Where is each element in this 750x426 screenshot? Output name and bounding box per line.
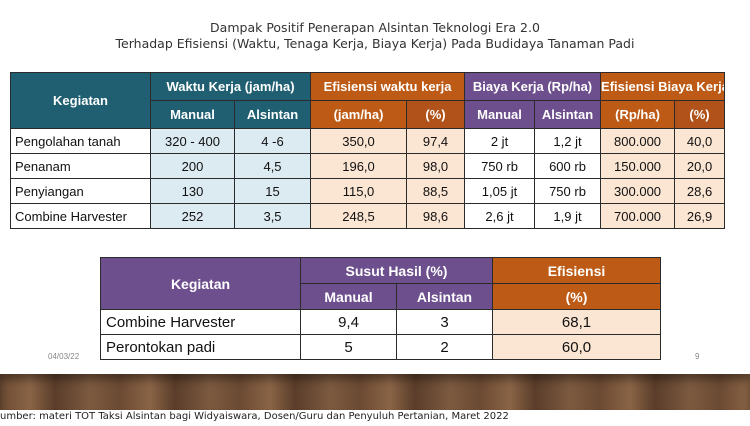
table-row: Pengolahan tanah 320 - 400 4 -6 350,0 97,4 2 … (10, 128, 726, 154)
table-cell: 130 (150, 178, 235, 204)
table-cell: 1,2 jt (534, 128, 602, 154)
table-cell: 300.000 (600, 178, 676, 204)
table-cell: 68,1 (492, 309, 661, 335)
table-row: Combine Harvester 9,4 3 68,1 (100, 309, 661, 335)
table-cell: 4 -6 (233, 128, 312, 154)
table-cell: 98,0 (406, 153, 466, 179)
row-label: Perontokan padi (100, 334, 301, 360)
row-label: Pengolahan tanah (10, 128, 151, 154)
table-cell: 248,5 (310, 203, 408, 229)
table-row: Penyiangan 130 15 115,0 88,5 1,05 jt 750 rb 300… (10, 178, 726, 204)
header-biaya-kerja: Biaya Kerja (Rp/ha) (464, 72, 602, 101)
losses-table: Kegiatan Susut Hasil (%) Efisiensi Manua… (100, 257, 661, 360)
table-row: Perontokan padi 5 2 60,0 (100, 334, 661, 360)
table-cell: 800.000 (600, 128, 676, 154)
table-cell: 350,0 (310, 128, 408, 154)
table-cell: 200 (150, 153, 235, 179)
losses-table-body: Combine Harvester 9,4 3 68,1 Perontokan padi… (100, 309, 661, 360)
row-label: Combine Harvester (100, 309, 301, 335)
table-cell: 320 - 400 (150, 128, 235, 154)
table-cell: 26,9 (674, 203, 726, 229)
table-cell: 2,6 jt (464, 203, 536, 229)
table-cell: 4,5 (233, 153, 312, 179)
table-cell: 252 (150, 203, 235, 229)
header2-efisiensi: Efisiensi (492, 257, 661, 284)
header-alsintan: Alsintan (233, 100, 312, 129)
header-manual: Manual (150, 100, 235, 129)
header-kegiatan: Kegiatan (10, 72, 151, 129)
efficiency-table: Kegiatan Waktu Kerja (jam/ha) Efisiensi … (10, 72, 726, 229)
table-cell: 40,0 (674, 128, 726, 154)
header-waktu-kerja: Waktu Kerja (jam/ha) (149, 72, 312, 101)
table-cell: 9,4 (300, 309, 397, 335)
table-cell: 196,0 (310, 153, 408, 179)
table-cell: 2 jt (464, 128, 536, 154)
header-alsintan-biaya: Alsintan (534, 100, 602, 129)
table-cell: 750 rb (464, 153, 536, 179)
header-manual-biaya: Manual (464, 100, 536, 129)
header-efisiensi-biaya: Efisiensi Biaya Kerja (600, 72, 726, 101)
wood-floor-strip (0, 374, 750, 410)
table-cell: 150.000 (600, 153, 676, 179)
table-cell: 1,9 jt (534, 203, 602, 229)
table-cell: 28,6 (674, 178, 726, 204)
header-efisiensi-waktu: Efisiensi waktu kerja (310, 72, 466, 101)
title-line-1: Dampak Positif Penerapan Alsintan Teknol… (210, 20, 540, 35)
table-row: Combine Harvester 252 3,5 248,5 98,6 2,6 jt 1,… (10, 203, 726, 229)
table-cell: 88,5 (406, 178, 466, 204)
row-label: Combine Harvester (10, 203, 151, 229)
table-cell: 5 (300, 334, 397, 360)
row-label: Penanam (10, 153, 151, 179)
table-cell: 60,0 (492, 334, 661, 360)
title-line-2: Terhadap Efisiensi (Waktu, Tenaga Kerja,… (115, 36, 635, 51)
source-caption: umber: materi TOT Taksi Alsintan bagi Wi… (0, 411, 509, 422)
slide: Dampak Positif Penerapan Alsintan Teknol… (0, 20, 750, 361)
table-row: Penanam 200 4,5 196,0 98,0 750 rb 600 rb 150.00… (10, 153, 726, 179)
table-cell: 98,6 (406, 203, 466, 229)
table-cell: 115,0 (310, 178, 408, 204)
table-cell: 97,4 (406, 128, 466, 154)
table-cell: 3 (396, 309, 493, 335)
slide-page-number: 9 (695, 352, 700, 361)
table-cell: 2 (396, 334, 493, 360)
table-cell: 750 rb (534, 178, 602, 204)
table-cell: 600 rb (534, 153, 602, 179)
table-cell: 3,5 (233, 203, 312, 229)
table-cell: 700.000 (600, 203, 676, 229)
efficiency-table-body: Pengolahan tanah 320 - 400 4 -6 350,0 97,4 2 … (10, 128, 726, 229)
slide-date: 04/03/22 (48, 352, 80, 361)
table-cell: 1,05 jt (464, 178, 536, 204)
header-jam-ha: (jam/ha) (310, 100, 408, 129)
slide-title: Dampak Positif Penerapan Alsintan Teknol… (0, 20, 750, 52)
header-persen-biaya: (%) (674, 100, 726, 129)
header2-alsintan: Alsintan (396, 283, 493, 310)
header2-manual: Manual (300, 283, 397, 310)
table-cell: 15 (233, 178, 312, 204)
table-cell: 20,0 (674, 153, 726, 179)
header2-persen: (%) (492, 283, 661, 310)
header-rp-ha: (Rp/ha) (600, 100, 676, 129)
header2-susut-hasil: Susut Hasil (%) (300, 257, 493, 284)
header-persen: (%) (406, 100, 466, 129)
row-label: Penyiangan (10, 178, 151, 204)
header2-kegiatan: Kegiatan (100, 257, 301, 310)
